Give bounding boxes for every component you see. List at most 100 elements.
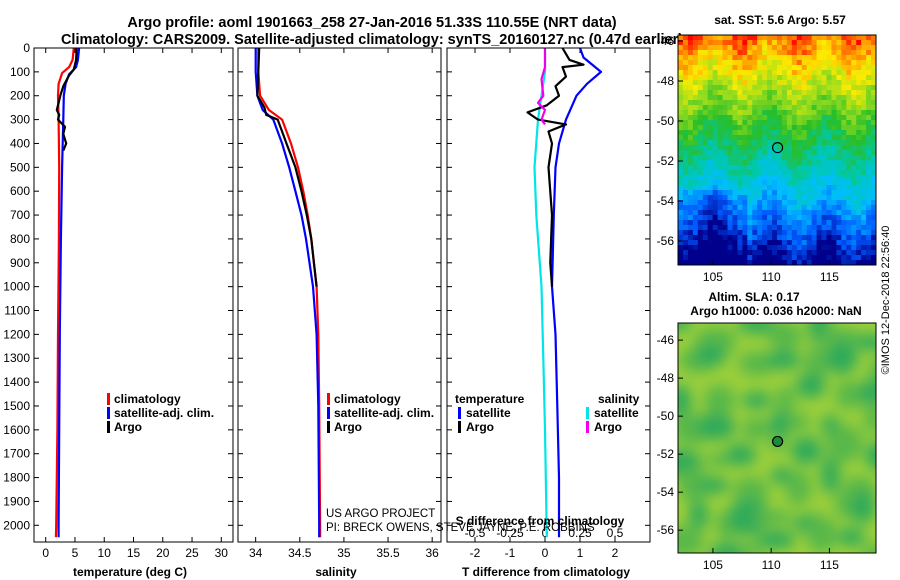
sst-cell (781, 200, 788, 206)
sst-cell (791, 105, 798, 111)
sst-cell (811, 230, 817, 236)
sst-cell (757, 70, 763, 76)
series-line (57, 47, 81, 538)
sst-cell (826, 75, 832, 81)
sst-cell (697, 155, 704, 161)
sst-cell (772, 80, 778, 86)
legend-label-satellite-adj: satellite-adj. clim. (334, 406, 434, 420)
sst-cell (781, 190, 788, 196)
sst-cell (692, 90, 699, 96)
sst-cell (747, 120, 753, 126)
sst-cell (841, 145, 847, 151)
sst-cell (702, 130, 709, 136)
sst-cell (712, 35, 718, 41)
sst-cell (846, 175, 852, 181)
x-tick-label: 30 (215, 546, 229, 560)
y-tick-label: 0 (23, 41, 30, 55)
sst-cell (816, 85, 822, 91)
sst-cell (811, 240, 817, 246)
sst-cell (796, 195, 803, 201)
sst-cell (717, 195, 723, 201)
sst-cell (678, 45, 684, 51)
sst-cell (781, 80, 788, 86)
sst-cell (851, 230, 857, 236)
sst-cell (692, 95, 699, 101)
sst-cell (821, 90, 827, 96)
sst-cell (742, 240, 748, 246)
sst-cell (796, 65, 803, 71)
sst-cell (762, 235, 768, 241)
sst-cell (831, 60, 837, 66)
sst-cell (861, 260, 867, 266)
sst-cell (836, 50, 842, 56)
sst-cell (752, 175, 758, 181)
sst-cell (791, 65, 798, 71)
sst-cell (762, 240, 768, 246)
sst-cell (861, 155, 867, 161)
sst-cell (678, 35, 684, 41)
sst-cell (717, 220, 723, 226)
sst-cell (796, 165, 803, 171)
legend-label-s-satellite: satellite (594, 406, 639, 420)
sst-cell (767, 215, 773, 221)
sst-cell (717, 200, 723, 206)
sst-cell (762, 160, 768, 166)
sst-cell (692, 180, 699, 186)
sst-cell (781, 260, 788, 266)
sst-cell (821, 245, 827, 251)
sst-cell (851, 150, 857, 156)
sst-cell (682, 145, 689, 151)
sst-cell (871, 135, 877, 141)
sst-cell (836, 105, 842, 111)
sst-cell (692, 100, 699, 106)
sst-cell (767, 220, 773, 226)
sst-cell (846, 195, 852, 201)
sst-cell (697, 80, 704, 86)
salinity-profile-plot: 34 34.5 35 35.5 36 (238, 47, 441, 560)
sst-cell (786, 225, 793, 231)
sst-cell (831, 140, 837, 146)
sst-cell (757, 60, 763, 66)
sla-blob (736, 323, 779, 334)
sst-cell (796, 135, 803, 141)
sst-cell (732, 120, 738, 126)
sst-cell (846, 145, 852, 151)
sst-cell (697, 150, 704, 156)
sst-cell (791, 185, 798, 191)
sst-cell (707, 50, 714, 56)
sst-cell (757, 155, 763, 161)
sst-cell (851, 80, 857, 86)
sst-cell (707, 150, 714, 156)
sst-cell (777, 60, 783, 66)
sst-cell (846, 170, 852, 176)
sst-cell (762, 85, 768, 91)
y-tick-label: -48 (657, 371, 675, 385)
sst-cell (846, 235, 852, 241)
sla-blob (769, 410, 791, 439)
sst-cell (712, 175, 718, 181)
sst-cell (682, 135, 689, 141)
sst-cell (712, 170, 718, 176)
sst-cell (856, 230, 862, 236)
sst-cell (702, 175, 709, 181)
sst-cell (742, 195, 748, 201)
sst-cell (682, 250, 689, 256)
sst-cell (712, 195, 718, 201)
sst-cell (697, 115, 704, 121)
sst-cell (682, 160, 689, 166)
sst-cell (682, 230, 689, 236)
sst-cell (801, 245, 808, 251)
sst-cell (856, 225, 862, 231)
sst-cell (841, 190, 847, 196)
sst-cell (712, 45, 718, 51)
sst-cell (801, 150, 808, 156)
sst-cell (678, 220, 684, 226)
sst-cell (702, 125, 709, 131)
sst-cell (762, 100, 768, 106)
sst-cell (836, 35, 842, 41)
sla-blob (689, 500, 709, 530)
sst-cell (757, 160, 763, 166)
sst-cell (821, 210, 827, 216)
sst-cell (861, 115, 867, 121)
sst-cell (707, 225, 714, 231)
